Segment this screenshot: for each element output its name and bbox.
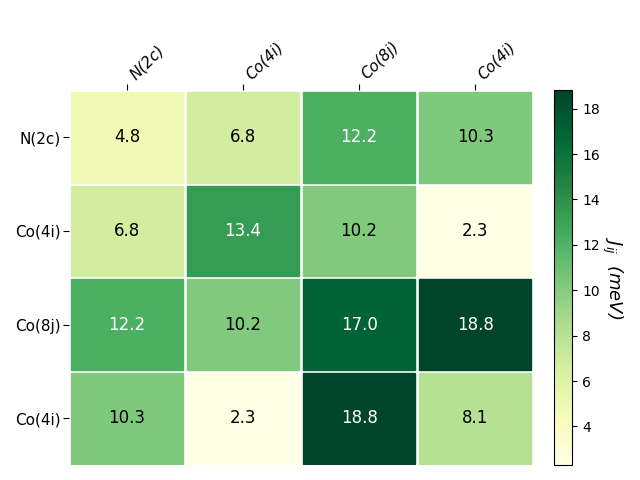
Text: 4.8: 4.8: [114, 128, 140, 146]
Bar: [187, 373, 300, 464]
Text: 12.2: 12.2: [340, 128, 378, 146]
Bar: [303, 185, 415, 276]
Bar: [419, 185, 531, 276]
Bar: [419, 373, 531, 464]
Text: 8.1: 8.1: [462, 409, 488, 427]
Text: 12.2: 12.2: [108, 315, 145, 334]
Bar: [187, 279, 300, 370]
Text: 18.8: 18.8: [340, 409, 378, 427]
Bar: [419, 92, 531, 183]
Text: 2.3: 2.3: [462, 222, 488, 240]
Text: 10.2: 10.2: [225, 315, 262, 334]
Bar: [70, 279, 183, 370]
Text: 18.8: 18.8: [457, 315, 493, 334]
Bar: [419, 279, 531, 370]
Text: 13.4: 13.4: [225, 222, 262, 240]
Text: 10.2: 10.2: [340, 222, 378, 240]
Bar: [70, 185, 183, 276]
Bar: [303, 279, 415, 370]
Text: 6.8: 6.8: [114, 222, 140, 240]
Bar: [70, 373, 183, 464]
Bar: [303, 92, 415, 183]
Text: 10.3: 10.3: [109, 409, 145, 427]
Bar: [187, 185, 300, 276]
Bar: [303, 373, 415, 464]
Text: 17.0: 17.0: [340, 315, 378, 334]
Bar: [187, 92, 300, 183]
Text: 2.3: 2.3: [230, 409, 256, 427]
Y-axis label: $J_{ij}$  (meV): $J_{ij}$ (meV): [600, 237, 625, 319]
Bar: [70, 92, 183, 183]
Text: 10.3: 10.3: [457, 128, 493, 146]
Text: 6.8: 6.8: [230, 128, 256, 146]
